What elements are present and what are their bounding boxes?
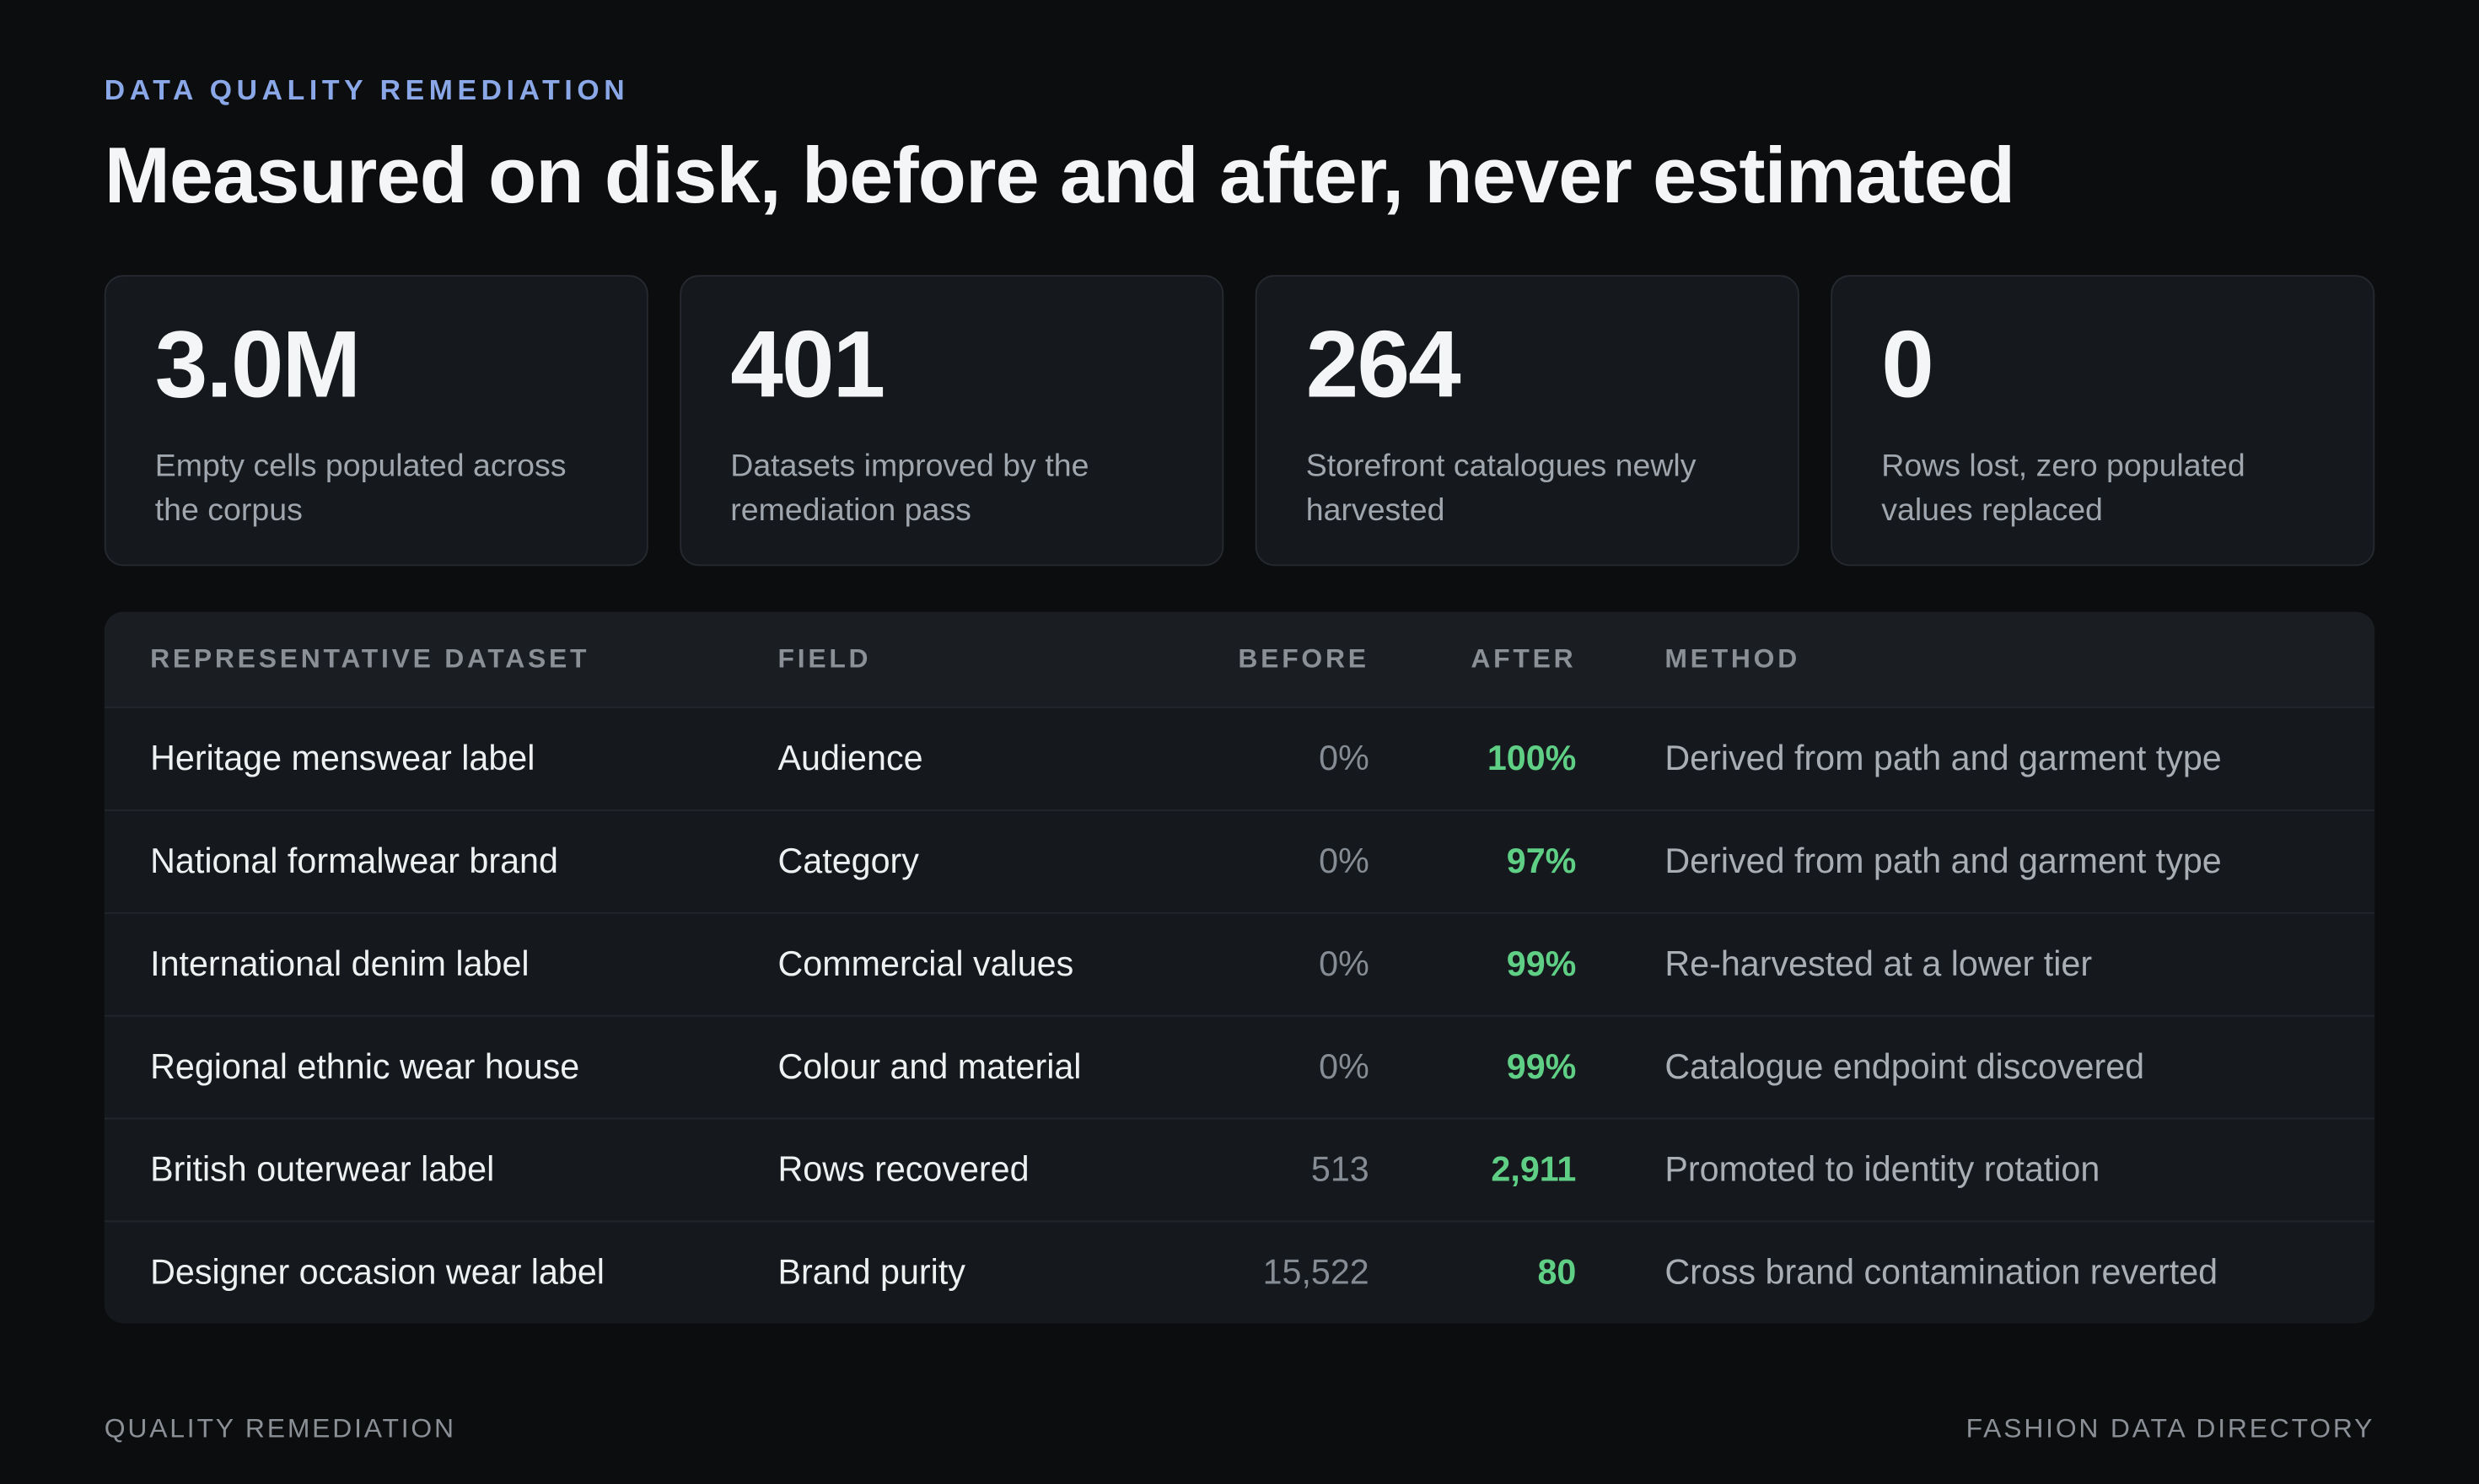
table-row: National formalwear brand Category 0% 97% De… <box>104 809 2375 912</box>
table-row: Regional ethnic wear house Colour and mat… <box>104 1014 2375 1118</box>
table-cell: Rows recovered <box>777 1149 1030 1189</box>
table-cell: 99% <box>1506 1046 1577 1087</box>
column-header: FIELD <box>777 643 872 674</box>
eyebrow: DATA QUALITY REMEDIATION <box>104 74 630 106</box>
table-cell: Audience <box>777 738 923 778</box>
stat-value: 0 <box>1881 311 1934 417</box>
table-cell: International denim label <box>150 944 530 984</box>
footer-left: QUALITY REMEDIATION <box>104 1413 456 1444</box>
stat-card: 3.0M Empty cells populated across the cor… <box>104 275 648 567</box>
table-cell: 0% <box>1319 841 1369 881</box>
table-cell: British outerwear label <box>150 1149 495 1189</box>
stat-card: 0 Rows lost, zero populated values replac… <box>1831 275 2375 567</box>
table-row: Heritage menswear label Audience 0% 100% Der… <box>104 707 2375 809</box>
header-row: REPRESENTATIVE DATASET FIELD BEFORE AFTER ME… <box>104 611 2375 707</box>
table-cell: Regional ethnic wear house <box>150 1046 580 1087</box>
stat-label: Datasets improved by the remediation pas… <box>730 449 1089 529</box>
table-cell: Designer occasion wear label <box>150 1252 605 1292</box>
table-row: British outerwear label Rows recovered 513… <box>104 1117 2375 1221</box>
stat-label: Rows lost, zero populated values replace… <box>1881 449 2245 529</box>
table-cell: 0% <box>1319 738 1369 778</box>
table-cell: Derived from path and garment type <box>1664 841 2222 881</box>
table-cell: Heritage menswear label <box>150 738 535 778</box>
table-cell: 97% <box>1506 841 1577 881</box>
column-header: BEFORE <box>1238 643 1369 674</box>
table: REPRESENTATIVE DATASET FIELD BEFORE AFTER ME… <box>104 611 2375 1324</box>
table-cell: 80 <box>1537 1252 1577 1292</box>
stat-cards: 3.0M Empty cells populated across the cor… <box>104 275 2375 567</box>
table-cell: 2,911 <box>1491 1149 1577 1189</box>
stat-value: 3.0M <box>154 311 361 417</box>
stat-card: 264 Storefront catalogues newly harvested <box>1255 275 1799 567</box>
table-cell: Brand purity <box>777 1252 965 1292</box>
table-cell: 0% <box>1319 1046 1369 1087</box>
stat-value: 264 <box>1305 311 1461 417</box>
table-cell: Catalogue endpoint discovered <box>1664 1046 2145 1087</box>
table-cell: Category <box>777 841 919 881</box>
column-header: AFTER <box>1471 643 1577 674</box>
title: Measured on disk, before and after, neve… <box>104 131 2015 220</box>
stat-label: Empty cells populated across the corpus <box>154 449 567 529</box>
stat-value: 401 <box>730 311 885 417</box>
table-cell: Commercial values <box>777 944 1074 984</box>
table-cell: 513 <box>1310 1149 1369 1189</box>
table-cell: 15,522 <box>1262 1252 1369 1292</box>
table-cell: Promoted to identity rotation <box>1664 1149 2100 1189</box>
table-cell: 99% <box>1506 944 1577 984</box>
column-header: METHOD <box>1664 643 1801 674</box>
footer-right: FASHION DATA DIRECTORY <box>1965 1413 2375 1444</box>
table-row: International denim label Commercial valu… <box>104 911 2375 1015</box>
table-cell: Derived from path and garment type <box>1664 738 2222 778</box>
table-cell: National formalwear brand <box>150 841 558 881</box>
stat-card: 401 Datasets improved by the remediation … <box>680 275 1224 567</box>
column-header: REPRESENTATIVE DATASET <box>150 643 590 674</box>
table-cell: Cross brand contamination reverted <box>1664 1252 2218 1292</box>
table-cell: 100% <box>1487 738 1577 778</box>
table-cell: Re-harvested at a lower tier <box>1664 944 2093 984</box>
table-row: Designer occasion wear label Brand purity… <box>104 1220 2375 1324</box>
stat-label: Storefront catalogues newly harvested <box>1305 449 1697 529</box>
table-cell: 0% <box>1319 944 1369 984</box>
table-cell: Colour and material <box>777 1046 1082 1087</box>
